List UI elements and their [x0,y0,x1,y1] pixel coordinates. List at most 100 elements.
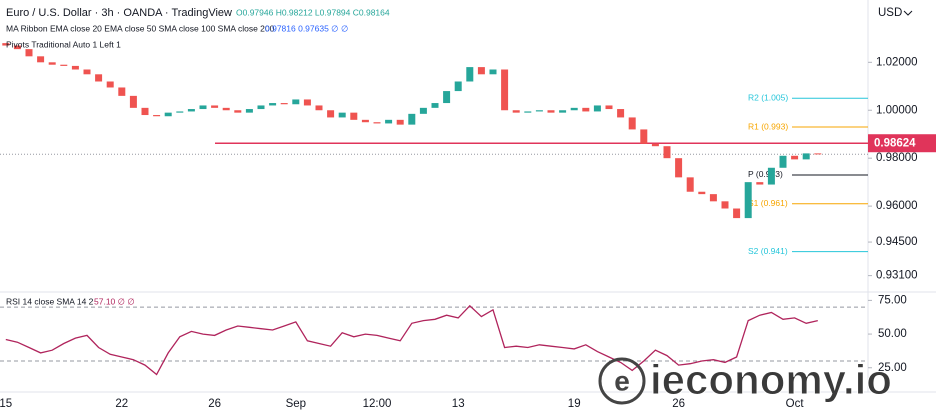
candle-body [675,158,683,178]
candle-body [651,143,659,147]
candle-body [303,99,311,106]
currency[interactable]: USD [878,7,902,19]
candle-body [141,107,149,116]
candle-body [512,110,520,113]
x-tick-label: 13 [452,398,465,410]
candle-body [338,112,346,118]
candle-body [176,111,184,113]
candle-body [71,65,79,70]
pivot-label: R2 (1.005) [748,93,788,103]
level-label: 0.98624 [874,137,916,149]
x-tick-label: 26 [208,398,221,410]
watermark-logo [598,357,646,405]
indicator-legend: Pivots Traditional Auto 1 Left 1 [6,39,121,49]
candle-body [83,69,91,75]
plot: 1.02000 1.00000 0.98000 0.96000 0.94500 0.931… [0,43,936,410]
candle-body [686,177,694,192]
watermark: ieconomy.io [650,356,892,403]
candle-body [211,105,219,108]
candle-body [350,112,358,120]
candle-body [443,91,451,104]
x-tick-label: 15 [0,398,12,410]
indicator-legend: MA Ribbon EMA close 20 EMA close 50 SMA … [6,23,275,33]
candle-body [2,43,10,46]
candle-body [559,110,567,113]
candle-body [95,74,103,82]
y-tick-label: 1.02000 [876,56,918,68]
candle-body [721,201,729,209]
pivot-label: P (0.973) [748,169,783,179]
candle-body [477,67,485,75]
candle-body [25,49,33,57]
candle-body [802,153,810,160]
candle-body [164,112,172,117]
candle-body [663,146,671,159]
candle-body [129,95,137,108]
candle-body [570,107,578,111]
candle-body [431,103,439,108]
candle-body [791,155,799,160]
currency-chevron[interactable] [903,10,913,16]
candle-body [547,110,555,113]
x-tick-label: 26 [672,398,685,410]
candle-body [13,45,21,50]
candle-body [257,105,265,110]
candle-body [385,119,393,124]
rsi-reading: 57.10 ∅ ∅ [94,296,135,306]
y-tick-label: 0.98000 [876,152,918,164]
rsi-legend: RSI 14 close SMA 14 2 [6,296,94,306]
candle-body [814,153,822,155]
indicator-values: 0.97816 0.97635 ∅ ∅ [265,23,348,33]
y-tick-label: 0.94500 [876,236,918,248]
candle-body [153,115,161,117]
candle-body [396,119,404,125]
x-tick-label: Oct [786,398,805,410]
candle-body [744,182,752,219]
candle-body [292,99,300,105]
candle-body [733,208,741,219]
candle-body [709,194,717,202]
y-tick-label: 0.96000 [876,200,918,212]
candle-body [245,109,253,113]
ohlc: O0.97946 H0.98212 L0.97894 C0.98164 [236,7,390,17]
rsi-line [5,304,818,376]
candle-body [419,107,427,114]
y-tick-label: 75.00 [878,294,907,306]
y-tick-label: 0.93100 [876,270,918,282]
chart-title: Euro / U.S. Dollar · 3h · OANDA · Tradin… [6,7,232,19]
candle-body [269,103,277,106]
y-tick-label: 50.00 [878,328,907,340]
candle-body [767,167,775,185]
candle-body [489,69,497,75]
x-tick-label: 22 [115,398,128,410]
candle-body [524,111,532,113]
candle-body [582,107,590,112]
candle-body [234,110,242,113]
candle-body [327,110,335,118]
candle-body [222,107,230,111]
level-label-box [868,134,936,153]
candle-body [617,109,625,118]
candle-body [199,105,207,110]
x-tick-label: 12:00 [363,398,392,410]
candle-body [628,117,636,130]
candle-body [408,113,416,125]
watermark-logo-letter: e [614,365,630,396]
candle-body [187,109,195,112]
candle-body [315,105,323,111]
x-tick-label: Sep [286,398,306,410]
candle-body [106,81,114,88]
candle-body [60,64,68,66]
candle-body [466,67,474,82]
candle-body [640,129,648,144]
candle-body [756,182,764,185]
candle-body [37,56,45,63]
candle-body [361,119,369,123]
candle-body [779,155,787,168]
candle-body [593,105,601,112]
pivot-label: S2 (0.941) [748,246,788,256]
candle-body [280,103,288,105]
